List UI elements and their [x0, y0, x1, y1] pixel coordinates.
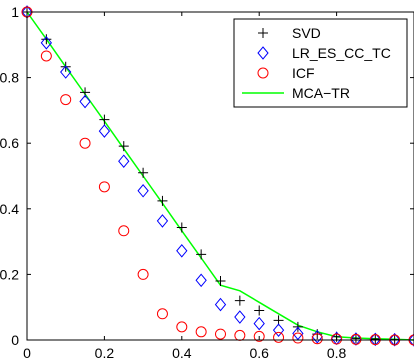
legend-item-icf: ICF	[257, 65, 315, 81]
data-point-lr-es-cc-tc	[388, 332, 401, 347]
y-tick-label: 0.4	[0, 201, 19, 217]
data-point-icf	[156, 308, 168, 320]
data-point-lr-es-cc-tc	[369, 332, 381, 347]
legend-swatch-svd	[258, 28, 268, 38]
data-point-svd	[215, 275, 226, 286]
data-point-lr-es-cc-tc	[156, 214, 169, 228]
data-point-icf	[60, 94, 72, 106]
legend-item-mca-tr: MCA−TR	[242, 85, 350, 101]
data-point-icf	[176, 321, 188, 333]
data-point-icf	[79, 137, 91, 149]
data-point-svd	[99, 114, 110, 125]
data-point-lr-es-cc-tc	[79, 94, 91, 109]
data-point-icf	[137, 268, 149, 280]
data-point-svd	[157, 195, 168, 206]
series-layer	[21, 5, 414, 347]
x-tick-label: 0.2	[95, 345, 115, 361]
legend-item-lr-es-cc-tc: LR_ES_CC_TC	[257, 45, 391, 61]
data-point-lr-es-cc-tc	[292, 326, 304, 341]
data-point-icf	[98, 181, 110, 193]
legend: SVD LR_ES_CC_TC ICF MCA−TR	[233, 18, 408, 108]
x-tick-label: 0	[23, 345, 31, 361]
data-point-lr-es-cc-tc	[408, 333, 414, 347]
data-point-lr-es-cc-tc	[60, 65, 72, 79]
data-point-lr-es-cc-tc	[234, 310, 246, 324]
data-point-lr-es-cc-tc	[98, 124, 111, 138]
data-point-lr-es-cc-tc	[40, 36, 53, 50]
y-tick-label: 0.2	[0, 266, 19, 282]
data-point-lr-es-cc-tc	[176, 244, 188, 258]
data-point-svd	[138, 167, 149, 178]
data-point-svd	[350, 333, 361, 344]
x-tick-label: 0.4	[172, 345, 192, 361]
legend-label-svd: SVD	[292, 25, 321, 41]
data-point-lr-es-cc-tc	[195, 273, 207, 288]
data-point-lr-es-cc-tc	[350, 332, 362, 346]
y-tick-label: 0.8	[0, 70, 19, 86]
legend-item-svd: SVD	[258, 25, 321, 41]
data-point-lr-es-cc-tc	[253, 316, 265, 331]
data-point-lr-es-cc-tc	[214, 297, 227, 312]
data-point-lr-es-cc-tc	[118, 154, 130, 169]
data-point-svd	[176, 222, 187, 233]
y-tick-label: 1	[11, 4, 19, 20]
data-point-icf	[350, 333, 362, 345]
data-point-icf	[253, 330, 265, 342]
y-tick-label: 0.6	[0, 135, 19, 151]
data-point-lr-es-cc-tc	[272, 323, 285, 337]
data-point-icf	[118, 225, 130, 237]
data-point-lr-es-cc-tc	[137, 183, 149, 198]
legend-swatch-icf	[257, 67, 269, 79]
y-tick-label: 0	[11, 332, 19, 348]
data-point-svd	[254, 305, 265, 316]
legend-swatch-lr-es-cc-tc	[257, 46, 269, 60]
data-point-svd	[234, 295, 245, 306]
data-point-icf	[331, 333, 343, 345]
data-point-icf	[195, 326, 207, 338]
data-point-icf	[292, 332, 304, 344]
x-tick-label: 0.8	[327, 345, 347, 361]
legend-label-icf: ICF	[292, 65, 315, 81]
data-point-svd	[196, 249, 207, 260]
legend-label-lr-es-cc-tc: LR_ES_CC_TC	[292, 45, 391, 61]
data-point-icf	[273, 331, 285, 343]
data-point-svd	[41, 34, 52, 45]
data-point-icf	[311, 333, 323, 345]
data-point-icf	[215, 328, 226, 340]
data-point-svd	[370, 334, 381, 345]
legend-label-mca-tr: MCA−TR	[292, 85, 350, 101]
x-tick-label: 0.6	[249, 345, 269, 361]
data-point-icf	[40, 50, 52, 62]
axis-layer: 0 0.2 0.4 0.6 0.8 0 0.2 0.4 0.6 0.8 1	[0, 4, 414, 361]
data-point-svd	[118, 141, 129, 152]
axes-frame	[26, 11, 414, 341]
